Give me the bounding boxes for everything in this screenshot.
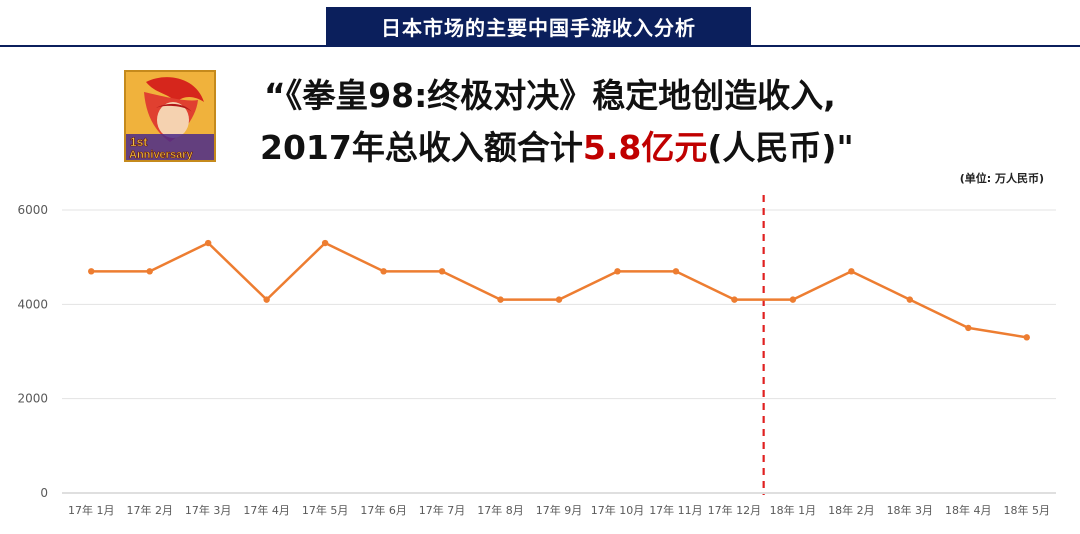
game-character-icon: 1st Anniversary	[126, 72, 214, 160]
data-point	[380, 268, 387, 275]
data-point	[146, 268, 153, 275]
data-point	[906, 296, 914, 303]
y-tick-label: 6000	[17, 203, 48, 217]
x-tick-label: 18年 2月	[828, 503, 875, 517]
unit-note: (单位: 万人民币)	[959, 172, 1044, 185]
game-logo-image: 1st Anniversary	[124, 70, 216, 162]
data-point	[672, 268, 680, 275]
data-point	[263, 296, 270, 303]
data-point	[204, 239, 212, 247]
data-point	[555, 296, 563, 303]
data-point	[789, 296, 797, 303]
headline-line-2: 2017年总收入额合计5.8亿元(人民币)"	[240, 122, 940, 174]
x-tick-label: 17年 6月	[360, 503, 407, 517]
revenue-line-chart: 0 2000 4000 6000 17年 1月 17年 2月 17年 3月 17年 4月 17年…	[17, 195, 1056, 517]
x-tick-label: 18年 4月	[945, 503, 992, 517]
data-point	[965, 324, 972, 332]
header-divider	[0, 45, 1080, 47]
series-line	[91, 241, 1027, 339]
data-point	[321, 239, 329, 247]
headline-revenue-highlight: 5.8亿元	[582, 128, 708, 167]
data-point	[438, 268, 446, 275]
data-point	[731, 296, 738, 303]
x-tick-label: 18年 3月	[887, 503, 934, 517]
x-tick-label: 17年 9月	[536, 503, 583, 517]
headline-line-1: “《拳皇98:终极对决》稳定地创造收入,	[264, 76, 836, 115]
x-tick-label: 17年 4月	[243, 503, 290, 517]
y-tick-label: 0	[40, 486, 48, 500]
data-point	[497, 296, 504, 303]
data-point	[88, 268, 95, 275]
headline-line-2-suffix: (人民币)"	[707, 128, 854, 167]
x-tick-label: 18年 1月	[770, 503, 817, 517]
x-tick-label: 17年 12月	[708, 503, 762, 517]
x-tick-label: 17年 2月	[126, 503, 173, 517]
data-point	[1023, 334, 1030, 341]
svg-text:Anniversary: Anniversary	[129, 149, 193, 160]
y-tick-label: 4000	[17, 297, 48, 311]
x-tick-label: 17年 8月	[477, 503, 524, 517]
x-tick-label: 17年 11月	[649, 503, 703, 517]
x-tick-label: 17年 7月	[419, 503, 466, 517]
page-title-banner: 日本市场的主要中国手游收入分析	[326, 7, 751, 45]
x-tick-label: 17年 3月	[185, 503, 232, 517]
y-tick-label: 2000	[17, 392, 48, 406]
page-title: 日本市场的主要中国手游收入分析	[381, 15, 696, 40]
x-tick-label: 17年 10月	[591, 503, 645, 517]
svg-text:1st: 1st	[130, 135, 147, 149]
x-tick-label: 17年 1月	[68, 503, 115, 517]
headline: “《拳皇98:终极对决》稳定地创造收入, 2017年总收入额合计5.8亿元(人民…	[240, 70, 940, 174]
headline-line-2-prefix: 2017年总收入额合计	[260, 128, 583, 167]
data-point	[614, 268, 621, 275]
x-tick-label: 18年 5月	[1004, 503, 1051, 517]
x-tick-label: 17年 5月	[302, 503, 349, 517]
data-point	[848, 268, 855, 275]
